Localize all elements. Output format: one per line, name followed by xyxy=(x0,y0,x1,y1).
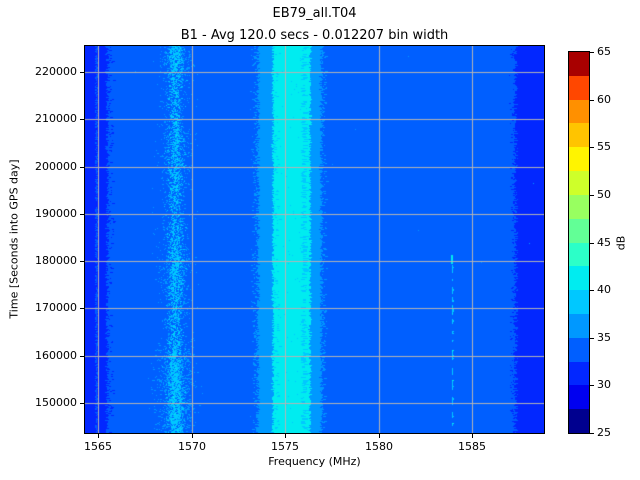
colorbar-tick-mark xyxy=(590,385,594,386)
x-axis-label: Frequency (MHz) xyxy=(268,455,361,468)
x-tick-label: 1565 xyxy=(84,440,112,453)
colorbar-tick-label: 60 xyxy=(597,93,611,106)
colorbar-tick-label: 55 xyxy=(597,140,611,153)
x-tick-mark xyxy=(285,434,286,438)
colorbar-tick-label: 30 xyxy=(597,378,611,391)
x-tick-label: 1585 xyxy=(458,440,486,453)
colorbar-level xyxy=(569,409,589,433)
y-tick-label: 170000 xyxy=(35,301,77,314)
y-tick-label: 200000 xyxy=(35,160,77,173)
colorbar-level xyxy=(569,313,589,338)
colorbar-tick-label: 40 xyxy=(597,283,611,296)
colorbar-tick-mark xyxy=(590,147,594,148)
colorbar-tick-mark xyxy=(590,195,594,196)
colorbar xyxy=(568,51,590,434)
colorbar-label: dB xyxy=(614,235,628,251)
y-tick-label: 220000 xyxy=(35,65,77,78)
colorbar-level xyxy=(569,385,589,410)
axes-subtitle: B1 - Avg 120.0 secs - 0.012207 bin width xyxy=(180,28,449,43)
y-tick-mark xyxy=(80,167,84,168)
colorbar-level xyxy=(569,361,589,386)
colorbar-level xyxy=(569,290,589,314)
x-tick-label: 1570 xyxy=(178,440,206,453)
y-tick-mark xyxy=(80,403,84,404)
colorbar-tick-mark xyxy=(590,433,594,434)
y-tick-label: 180000 xyxy=(35,254,77,267)
colorbar-level xyxy=(569,266,589,291)
colorbar-level xyxy=(569,171,589,195)
x-tick-label: 1575 xyxy=(271,440,299,453)
x-tick-mark xyxy=(379,434,380,438)
y-tick-mark xyxy=(80,356,84,357)
x-tick-label: 1580 xyxy=(365,440,393,453)
x-tick-mark xyxy=(98,434,99,438)
colorbar-level xyxy=(569,242,589,267)
colorbar-level xyxy=(569,99,589,124)
colorbar-tick-label: 25 xyxy=(597,426,611,439)
x-tick-mark xyxy=(472,434,473,438)
y-tick-label: 150000 xyxy=(35,396,77,409)
colorbar-level xyxy=(569,218,589,243)
colorbar-level xyxy=(569,123,589,148)
plot-area xyxy=(84,45,545,434)
figure-title: EB79_all.T04 xyxy=(272,6,357,21)
y-tick-mark xyxy=(80,261,84,262)
y-tick-label: 210000 xyxy=(35,112,77,125)
x-tick-mark xyxy=(192,434,193,438)
colorbar-level xyxy=(569,337,589,362)
colorbar-tick-label: 65 xyxy=(597,45,611,58)
colorbar-level xyxy=(569,75,589,100)
colorbar-tick-mark xyxy=(590,290,594,291)
y-tick-mark xyxy=(80,72,84,73)
y-tick-mark xyxy=(80,308,84,309)
colorbar-tick-mark xyxy=(590,243,594,244)
colorbar-tick-label: 45 xyxy=(597,236,611,249)
colorbar-tick-mark xyxy=(590,52,594,53)
y-tick-label: 160000 xyxy=(35,349,77,362)
colorbar-tick-label: 35 xyxy=(597,331,611,344)
colorbar-tick-mark xyxy=(590,338,594,339)
y-tick-label: 190000 xyxy=(35,207,77,220)
colorbar-tick-label: 50 xyxy=(597,188,611,201)
y-axis-label: Time [Seconds into GPS day] xyxy=(7,159,21,319)
y-tick-mark xyxy=(80,214,84,215)
colorbar-level xyxy=(569,52,589,76)
colorbar-level xyxy=(569,194,589,219)
colorbar-tick-mark xyxy=(590,100,594,101)
heatmap-canvas xyxy=(85,46,544,433)
colorbar-level xyxy=(569,147,589,172)
y-tick-mark xyxy=(80,119,84,120)
